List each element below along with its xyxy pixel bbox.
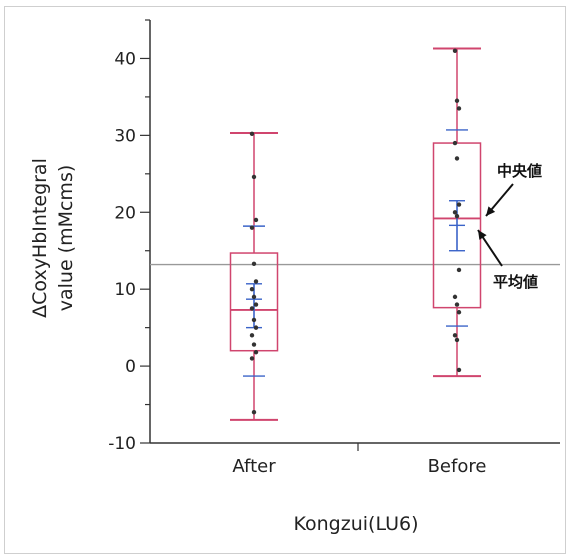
axes: -10 0 10 20 30 40 xyxy=(108,19,560,454)
data-point xyxy=(253,325,259,330)
chart-frame xyxy=(4,6,566,554)
y-tick-label: 30 xyxy=(114,126,136,146)
x-axis-title: Kongzui(LU6) xyxy=(294,513,419,535)
data-point xyxy=(253,217,259,223)
y-axis-title-line1: ΔCoxyHbIntegral xyxy=(29,158,51,318)
data-point xyxy=(454,213,460,219)
data-point xyxy=(452,140,458,146)
median-arrow-head xyxy=(486,206,496,216)
data-point xyxy=(251,342,257,347)
data-point xyxy=(456,267,462,273)
y-tick-label: 20 xyxy=(114,203,136,223)
data-point xyxy=(456,202,462,207)
data-point xyxy=(456,106,462,111)
box-group-after xyxy=(229,131,279,421)
data-point xyxy=(253,302,259,307)
data-point xyxy=(454,156,460,161)
box-group-before xyxy=(432,47,482,378)
data-point xyxy=(249,131,255,137)
boxes xyxy=(229,47,482,421)
data-point xyxy=(456,367,462,373)
mean-arrow-head xyxy=(478,230,487,240)
data-point xyxy=(452,210,458,215)
data-point xyxy=(452,294,458,300)
data-point xyxy=(249,306,255,311)
data-point xyxy=(452,48,458,53)
y-axis-title-line2: value (mMcms) xyxy=(55,165,77,312)
y-tick-label: 40 xyxy=(114,49,136,69)
y-tick-label: 10 xyxy=(114,280,136,300)
y-tick-label: -10 xyxy=(108,434,136,454)
data-point xyxy=(249,225,255,230)
category-label-after: After xyxy=(232,456,276,477)
data-point xyxy=(253,350,259,355)
data-point xyxy=(251,261,257,267)
data-point xyxy=(249,286,255,292)
data-point xyxy=(253,279,259,284)
data-point xyxy=(249,356,255,361)
data-point xyxy=(251,317,257,323)
data-point xyxy=(454,302,460,307)
median-annotation: 中央値 xyxy=(497,162,542,180)
mean-annotation: 平均値 xyxy=(493,273,538,291)
data-point xyxy=(454,98,460,103)
data-point xyxy=(251,410,257,415)
category-label-before: Before xyxy=(428,456,487,477)
box-iqr xyxy=(229,252,279,352)
data-point xyxy=(249,333,255,338)
annotations: 中央値 平均値 xyxy=(477,162,542,291)
data-point xyxy=(454,337,460,343)
data-point xyxy=(251,174,257,180)
data-point xyxy=(251,294,257,300)
y-tick-label: 0 xyxy=(125,357,136,377)
data-point xyxy=(456,310,462,315)
data-point xyxy=(452,333,458,338)
